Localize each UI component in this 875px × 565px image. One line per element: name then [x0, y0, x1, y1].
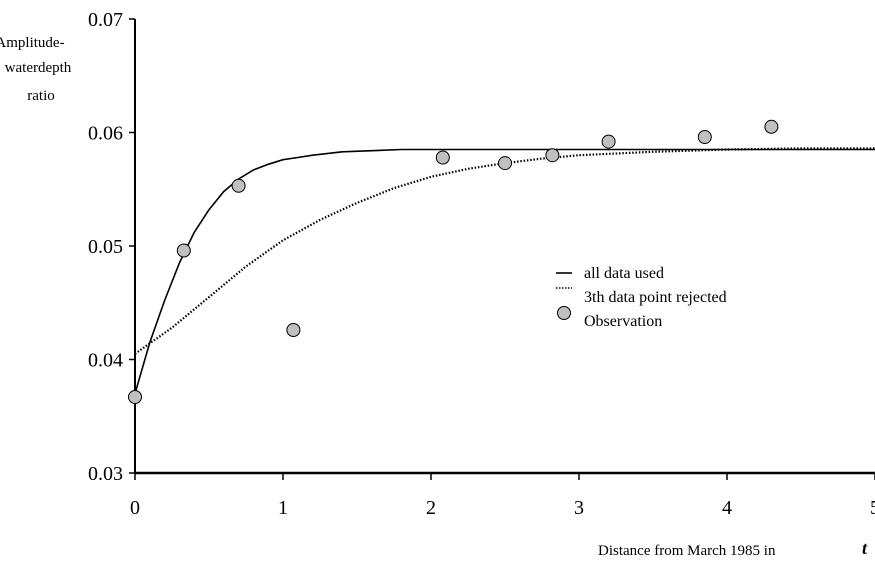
y-tick-label: 0.03 [88, 463, 123, 485]
series-line-all-data-used [134, 148, 875, 394]
observation-point [601, 134, 616, 149]
observation-point [498, 156, 512, 171]
x-tick-labels: 0 1 2 3 4 5 [130, 497, 875, 519]
observation-point [697, 130, 712, 144]
x-tick-label: 3 [574, 497, 584, 519]
observation-point [286, 323, 301, 337]
y-axis-label-line-1: Amplitude- [0, 35, 65, 51]
y-tick-label: 0.04 [88, 350, 123, 372]
x-tick-label: 0 [130, 497, 140, 519]
series-line-3th-point-rejected [134, 147, 875, 355]
x-tick-label: 2 [426, 497, 436, 519]
observation-point [545, 148, 560, 163]
y-axis-label-line-2: waterdepth [5, 60, 72, 76]
legend-label-observation: Observation [584, 313, 662, 330]
y-tick-label: 0.07 [88, 9, 123, 31]
observation-points [128, 119, 779, 404]
y-tick-labels: 0.03 0.04 0.05 0.06 0.07 [88, 9, 123, 485]
x-tick-label: 4 [722, 497, 732, 519]
observation-point [435, 150, 450, 165]
x-tick-label: 1 [278, 497, 288, 519]
legend-swatch-observation [557, 306, 571, 320]
legend-label-rejected: 3th data point rejected [584, 289, 727, 306]
y-tick-label: 0.05 [88, 236, 123, 258]
legend-label-all-data: all data used [584, 265, 664, 282]
x-axis-variable: t [862, 538, 868, 558]
legend: all data used 3th data point rejected Ob… [556, 265, 727, 330]
axes [129, 18, 875, 480]
series-lines [134, 147, 875, 394]
observation-point [231, 178, 246, 193]
x-axis-label: Distance from March 1985 in [598, 543, 776, 559]
y-tick-label: 0.06 [88, 123, 123, 145]
y-axis-label-line-3: ratio [27, 88, 55, 104]
observation-point [764, 119, 779, 134]
observation-point [176, 243, 191, 258]
observation-point [128, 390, 142, 404]
x-tick-label: 5 [870, 497, 875, 519]
